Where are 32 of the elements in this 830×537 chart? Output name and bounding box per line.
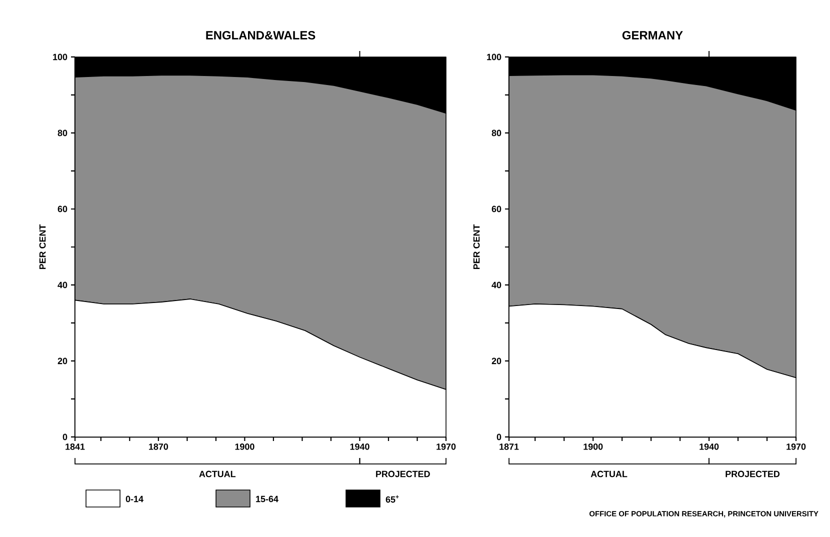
y-tick-label: 0 — [496, 434, 502, 440]
x-tick-label: 1870 — [149, 444, 168, 450]
y-tick-label: 80 — [58, 130, 68, 136]
y-axis-title: PER CENT — [473, 224, 480, 270]
x-tick-label: 1940 — [350, 444, 370, 450]
chart-title: GERMANY — [622, 31, 683, 40]
x-tick-label: 1970 — [436, 444, 456, 450]
legend-label: 15-64 — [256, 496, 278, 502]
text: ACTUAL — [590, 470, 628, 478]
y-tick-label: 40 — [58, 282, 68, 288]
y-tick-label: 20 — [492, 358, 502, 364]
x-tick-label: 1841 — [66, 444, 85, 450]
text: ACTUAL — [199, 470, 236, 478]
y-axis-title: PER CENT — [39, 224, 46, 270]
x-tick-label: 1871 — [500, 444, 519, 450]
legend-label: 65$^{+}$ — [386, 495, 399, 503]
y-tick-label: 20 — [58, 358, 68, 364]
y-tick-label: 100 — [487, 54, 502, 60]
x-tick-label: 1970 — [786, 444, 806, 450]
x-tick-label: 1900 — [584, 444, 603, 450]
y-tick-label: 40 — [492, 282, 502, 288]
chart-title: ENGLAND&WALES — [206, 31, 316, 40]
text: PROJECTED — [726, 470, 780, 478]
x-tick-label: 1900 — [235, 444, 254, 450]
y-tick-label: 100 — [53, 54, 68, 60]
y-tick-label: 60 — [492, 206, 502, 212]
x-tick-label: 1940 — [700, 444, 719, 450]
legend-label: 0-14 — [126, 496, 144, 502]
y-tick-label: 60 — [58, 206, 68, 212]
y-tick-label: 80 — [492, 130, 502, 136]
y-tick-label: 0 — [62, 434, 68, 440]
text: PROJECTED — [376, 470, 430, 478]
